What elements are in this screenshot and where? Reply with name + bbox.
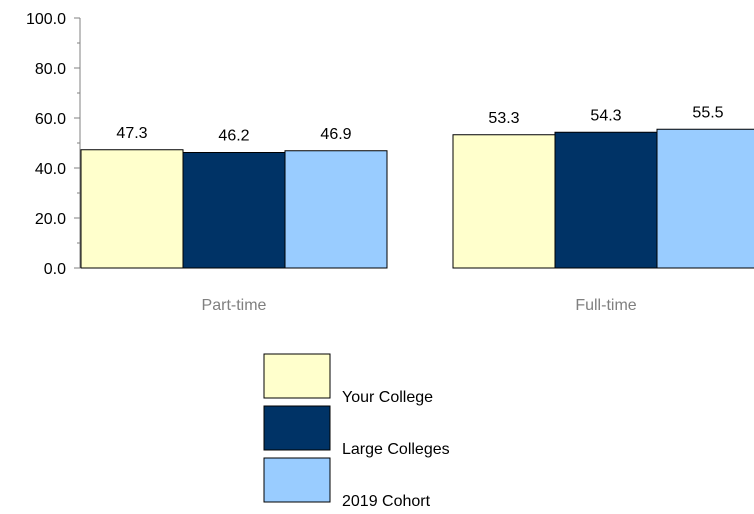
- y-tick-label: 20.0: [35, 211, 66, 228]
- data-label: 46.2: [218, 128, 249, 145]
- bar: [554, 131, 658, 269]
- data-label: 46.9: [320, 126, 351, 143]
- y-tick-label: 80.0: [35, 61, 66, 78]
- legend-label: Large Colleges: [342, 441, 450, 458]
- data-label: 53.3: [488, 110, 519, 127]
- bar: [80, 149, 184, 269]
- y-tick-label: 40.0: [35, 161, 66, 178]
- y-tick-label: 100.0: [26, 11, 66, 28]
- category-label: Part-time: [202, 297, 267, 314]
- legend-label: Your College: [342, 389, 433, 406]
- y-tick-label: 60.0: [35, 111, 66, 128]
- legend: Your College Large Colleges 2019 Cohort: [263, 353, 450, 510]
- bars: [80, 128, 754, 269]
- legend-swatch: [263, 353, 331, 399]
- bar: [182, 152, 286, 269]
- category-label: Full-time: [575, 297, 636, 314]
- data-label: 55.5: [692, 104, 723, 121]
- y-tick-label: 0.0: [44, 261, 66, 278]
- data-labels: 47.3 53.3 46.2 54.3 46.9 55.5: [116, 104, 723, 144]
- y-axis-ticks: 0.0 20.0 40.0 60.0 80.0 100.0: [26, 11, 80, 278]
- bar: [452, 134, 556, 269]
- bar: [656, 128, 754, 269]
- legend-swatch: [263, 457, 331, 503]
- data-label: 54.3: [590, 107, 621, 124]
- category-labels: Part-time Full-time: [202, 297, 637, 314]
- data-label: 47.3: [116, 125, 147, 142]
- bar: [284, 150, 388, 269]
- legend-swatch: [263, 405, 331, 451]
- legend-label: 2019 Cohort: [342, 493, 431, 510]
